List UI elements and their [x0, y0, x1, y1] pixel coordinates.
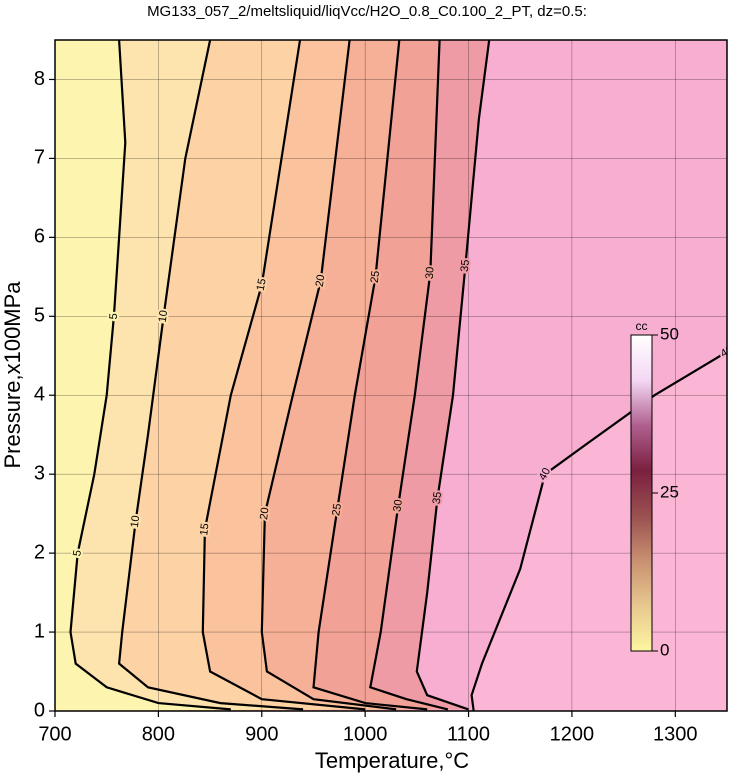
x-tick-label: 1300: [653, 723, 698, 745]
colorbar-label: cc: [636, 319, 648, 333]
plot-frame: [54, 39, 728, 712]
contour-label: 25: [330, 503, 344, 517]
x-tick-label: 1200: [550, 723, 595, 745]
y-tick-label: 3: [34, 462, 45, 484]
y-tick-label: 7: [34, 147, 45, 169]
contour-label: 15: [198, 523, 211, 537]
contour-band: [55, 40, 231, 711]
y-tick-label: 5: [34, 305, 45, 327]
contour-label: 20: [314, 274, 328, 288]
colorbar-tick-label: 50: [660, 324, 679, 343]
contour-label: 20: [258, 507, 271, 521]
contour-label: 30: [424, 266, 437, 279]
colorbar-tick-label: 25: [660, 482, 679, 501]
y-tick-label: 2: [34, 541, 45, 563]
contour-label: 25: [369, 270, 382, 284]
contour-label: 40: [719, 343, 734, 360]
contour-label: 15: [255, 278, 269, 292]
x-tick-label: 900: [245, 723, 278, 745]
colorbar-tick-label: 0: [660, 640, 669, 659]
contour-line: [369, 40, 449, 711]
contour-line: [201, 40, 366, 711]
contour-label: 5: [71, 549, 84, 557]
contour-line: [312, 40, 428, 711]
contour-label: 30: [391, 499, 405, 513]
y-tick-label: 1: [34, 620, 45, 642]
x-axis-label: Temperature,°C: [315, 748, 469, 773]
x-tick-label: 800: [142, 723, 175, 745]
y-tick-label: 6: [34, 226, 45, 248]
x-tick-label: 1100: [447, 723, 490, 745]
y-tick-label: 8: [34, 68, 45, 90]
x-tick-label: 1000: [343, 723, 388, 745]
contour-label: 35: [431, 491, 444, 505]
contour-label: 10: [129, 515, 142, 529]
x-tick-label: 700: [38, 723, 71, 745]
chart-title: MG133_057_2/meltsliquid/liqVcc/H2O_0.8_C…: [147, 3, 587, 20]
contour-line: [260, 40, 397, 711]
y-tick-label: 4: [34, 384, 45, 406]
y-axis-label: Pressure,x100MPa: [0, 281, 25, 469]
y-tick-label: 0: [34, 699, 45, 721]
contour-line: [69, 40, 231, 711]
contour-line: [415, 40, 491, 711]
colorbar: [630, 334, 653, 652]
contour-line: [117, 40, 304, 711]
contour-label: 10: [157, 309, 171, 323]
contour-label: 35: [459, 259, 472, 272]
contour-label: 5: [108, 313, 120, 320]
